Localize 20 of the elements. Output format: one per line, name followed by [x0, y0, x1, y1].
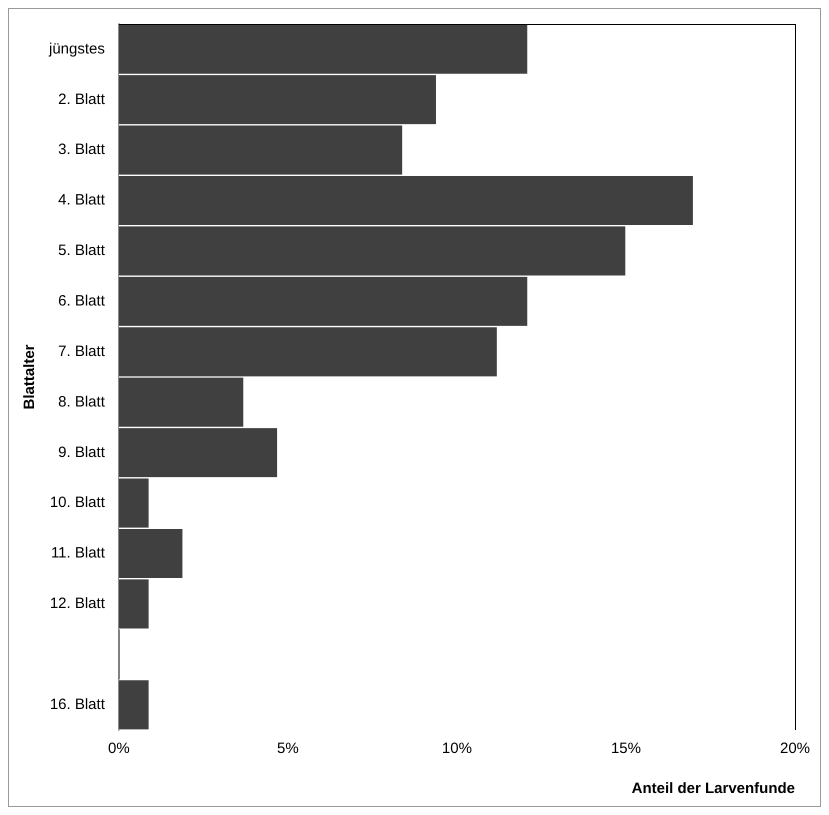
y-axis-title: Blattalter — [21, 344, 38, 410]
y-tick-label: 11. Blatt — [50, 544, 106, 562]
y-tick-label: 10. Blatt — [50, 494, 106, 512]
y-tick-label: jüngstes — [48, 40, 105, 58]
x-axis-title: Anteil der Larvenfunde — [632, 780, 795, 798]
y-tick-label: 4. Blatt — [58, 192, 106, 209]
x-tick-label: 5% — [277, 740, 299, 758]
y-tick-label: 9. Blatt — [58, 444, 106, 461]
x-tick-label: 15% — [610, 740, 641, 758]
y-tick-label: 3. Blatt — [58, 141, 106, 158]
y-tick-label: 6. Blatt — [58, 292, 106, 310]
y-tick-label: 12. Blatt — [50, 595, 106, 612]
y-tick-label: 8. Blatt — [58, 393, 106, 410]
y-tick-label: 7. Blatt — [58, 342, 106, 360]
x-tick-label: 20% — [780, 740, 810, 758]
y-tick-label: 16. Blatt — [50, 696, 106, 713]
y-tick-label: 2. Blatt — [58, 90, 106, 108]
y-tick-label: 5. Blatt — [58, 242, 106, 260]
x-tick-label: 10% — [442, 740, 472, 758]
x-tick-label: 0% — [108, 740, 130, 758]
